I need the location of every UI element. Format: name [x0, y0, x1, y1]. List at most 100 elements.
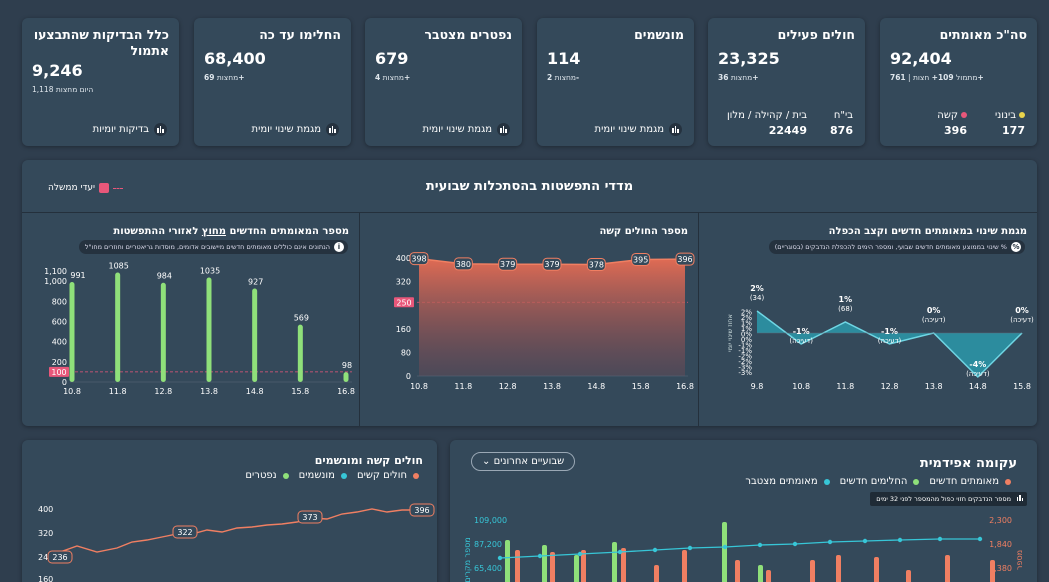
y-tick-label: 1%	[741, 325, 752, 333]
bar-chart-icon	[1015, 494, 1025, 504]
y-axis-right-label: מספר	[1015, 550, 1024, 570]
bar	[735, 560, 740, 582]
y-tick-label: 600	[52, 317, 67, 326]
stat-title: כלל הבדיקות שהתבצעו אתמול	[33, 27, 169, 58]
y-tick-label: 2%	[741, 309, 752, 317]
cumulative-point	[577, 551, 583, 557]
chart-title: מגמת שינוי במאומתים חדשים וקצב הכפלה	[828, 226, 1027, 237]
left-tick-label: 109,000	[474, 516, 507, 525]
x-tick-label: 14.8	[587, 382, 605, 391]
info-icon: i	[334, 242, 344, 252]
bar	[574, 555, 579, 582]
bar-value-label: 1085	[108, 262, 128, 271]
y-axis-left-label: מספר מקרים	[463, 537, 472, 582]
period-dropdown[interactable]: ⌄ שבועיים אחרונים	[471, 452, 576, 471]
data-label-box	[498, 257, 518, 271]
x-tick-label: 16.8	[337, 387, 355, 396]
cumulative-point	[722, 544, 728, 550]
severe-patients-chart: 400 320 250 160 80 0 398 10.8 380 11.8 379 12.8 379 1…	[394, 252, 695, 391]
y-tick-label: 1,100	[44, 267, 67, 276]
daily-tests-link[interactable]: בדיקות יומיות	[93, 123, 167, 136]
section-title: מדדי התפשטות בהסתכלות שבועית	[425, 179, 634, 194]
point-sub-label: (דעיכה)	[966, 370, 990, 378]
mini-medium: בינוני 177	[995, 110, 1025, 137]
mini-home: בית / קהילה / מלון 22449	[726, 110, 807, 137]
stat-card-active-patients[interactable]: חולים פעילים 23,325 מחצות 36+ בי"ח 876 ב…	[708, 18, 865, 146]
legend-item: נפטרים	[245, 470, 289, 481]
bar-chart-icon	[669, 123, 682, 136]
stat-card-ventilated[interactable]: מונשמים 114 מחצות 2- מגמת שינוי יומית	[537, 18, 694, 146]
y-tick-label: 0%	[741, 336, 752, 344]
y-tick-label: 320	[396, 278, 411, 287]
point-sub-label: (דעיכה)	[922, 316, 946, 324]
goal-tick-label: 100	[51, 368, 66, 377]
stat-title: נפטרים מצטבר	[424, 27, 512, 42]
stat-title: סה"כ מאומתים	[939, 27, 1027, 42]
data-label-box	[409, 503, 435, 517]
y-tick-label: 2%	[741, 314, 752, 322]
data-label: 380	[456, 260, 471, 269]
stat-card-deceased[interactable]: נפטרים מצטבר 679 מחצות 4+ מגמת שינוי יומ…	[365, 18, 522, 146]
stat-card-tests[interactable]: כלל הבדיקות שהתבצעו אתמול 9,246 1,118 הי…	[22, 18, 179, 146]
bar	[874, 557, 879, 582]
bar	[621, 548, 626, 582]
y-tick-label: 0%	[741, 331, 752, 339]
x-tick-label: 11.8	[454, 382, 472, 391]
stat-value: 679	[375, 49, 409, 68]
point-sub-label: (דעיכה)	[1010, 316, 1034, 324]
bar	[654, 565, 659, 582]
data-label-box	[297, 510, 323, 524]
cumulative-point	[497, 555, 503, 561]
y-tick-label: 0	[406, 372, 411, 381]
stat-card-total-confirmed[interactable]: סה"כ מאומתים 92,404 מתמול 109+ חצות | 76…	[880, 18, 1037, 146]
cumulative-point	[977, 536, 983, 542]
bar	[581, 550, 586, 582]
bar	[115, 272, 121, 382]
right-tick-label: 1,840	[989, 540, 1012, 549]
stat-card-recovered[interactable]: החלימו עד כה 68,400 מחצות 69+ מגמת שינוי…	[194, 18, 351, 146]
stat-delta: מחצות 2-	[547, 73, 580, 82]
medium-dot-icon	[1019, 112, 1025, 118]
epidemic-curve-section: עקומה אפידמית ⌄ שבועיים אחרונים מאומתים …	[450, 440, 1037, 582]
x-tick-label: 13.8	[543, 382, 561, 391]
info-icon: %	[1011, 242, 1021, 252]
mini-severe: קשה 396	[937, 110, 967, 137]
cumulative-point	[862, 538, 868, 544]
daily-trend-link[interactable]: מגמת שינוי יומית	[423, 123, 510, 136]
x-tick-label: 14.8	[969, 382, 987, 391]
bar	[505, 540, 510, 582]
bar	[766, 570, 771, 582]
x-tick-label: 15.8	[632, 382, 650, 391]
legend-item: מאומתים מצטבר	[745, 476, 830, 487]
stat-delta: מחצות 4+	[375, 73, 411, 82]
stat-value: 68,400	[204, 49, 266, 68]
data-label: 396	[677, 255, 692, 264]
bar	[758, 565, 763, 582]
bar-value-label: 98	[342, 361, 352, 370]
x-tick-label: 10.8	[792, 382, 810, 391]
point-label: 0%	[927, 306, 941, 315]
bar	[542, 545, 547, 582]
cumulative-point	[537, 553, 543, 559]
daily-trend-link[interactable]: מגמת שינוי יומית	[595, 123, 682, 136]
chart-info-note: %% שינוי בממוצע מאומתים חדשים שבועי, ומס…	[768, 240, 1025, 254]
epi-note: מספר הנדבקים חזוי כפול מהמספר לפני 32 ימ…	[870, 492, 1027, 506]
chart-title: מספר החולים קשה	[599, 226, 688, 237]
point-label: -1%	[793, 327, 810, 336]
data-label: 378	[589, 260, 604, 269]
bar-value-label: 991	[70, 271, 85, 280]
cumulative-point	[617, 549, 623, 555]
daily-trend-link[interactable]: מגמת שינוי יומית	[252, 123, 339, 136]
y-tick-label: 200	[52, 358, 67, 367]
severe-trend-chart: 400 320 240 160 236 322 373 396	[38, 503, 435, 582]
point-label: -1%	[881, 327, 898, 336]
y-axis-label: אחוז שינוי יומי	[726, 314, 734, 352]
right-tick-label: 2,300	[989, 516, 1012, 525]
stat-value: 92,404	[890, 49, 952, 68]
bar-chart-icon	[497, 123, 510, 136]
data-label-box	[675, 252, 695, 266]
y-tick-label: 1%	[741, 320, 752, 328]
cumulative-point	[792, 541, 798, 547]
x-tick-label: 14.8	[246, 387, 264, 396]
point-sub-label: (דעיכה)	[789, 337, 813, 345]
